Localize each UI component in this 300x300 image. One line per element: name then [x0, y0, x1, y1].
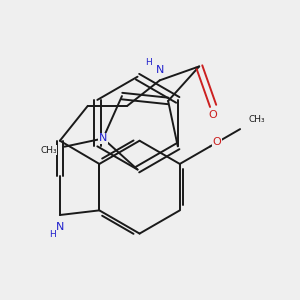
Text: H: H	[145, 58, 152, 67]
Text: CH₃: CH₃	[40, 146, 57, 154]
Text: N: N	[155, 65, 164, 75]
Text: CH₃: CH₃	[249, 115, 265, 124]
Text: O: O	[213, 137, 222, 147]
Text: O: O	[209, 110, 218, 120]
Text: N: N	[99, 134, 107, 143]
Text: N: N	[56, 222, 64, 232]
Text: H: H	[50, 230, 56, 239]
